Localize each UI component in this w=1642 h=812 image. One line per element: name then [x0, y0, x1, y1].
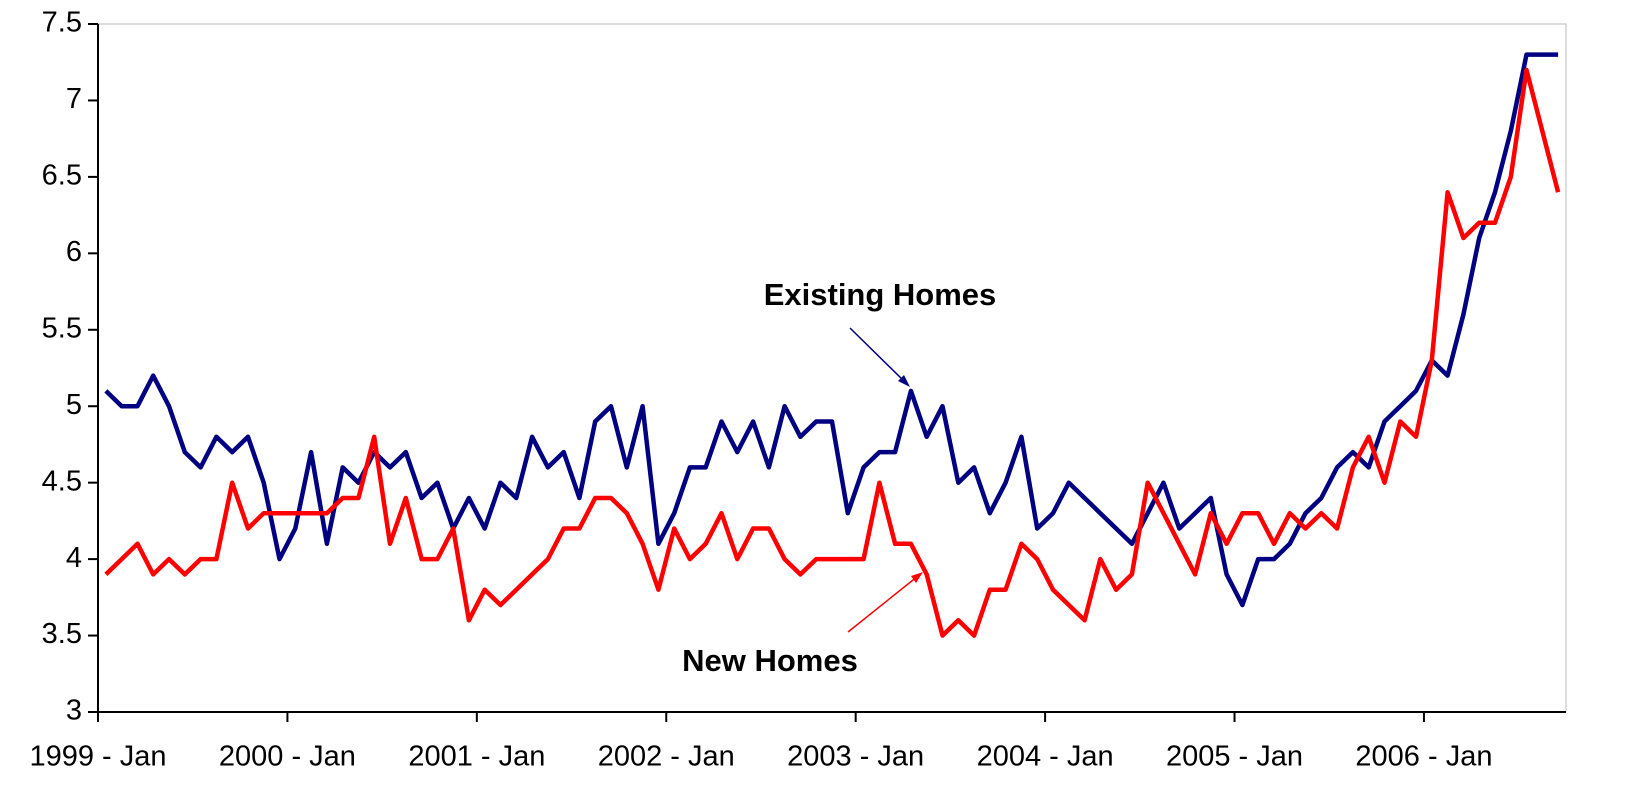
y-tick-label: 6: [66, 236, 82, 268]
annotation-arrowhead: [911, 572, 923, 583]
annotation-arrow: [849, 327, 907, 384]
plot-frame: [97, 23, 1567, 713]
x-tick-label: 2002 - Jan: [598, 741, 735, 773]
y-tick-label: 4.5: [42, 465, 82, 497]
annotation: Existing Homes: [764, 277, 997, 312]
annotation: New Homes: [682, 643, 858, 678]
y-tick-label: 3: [66, 695, 82, 727]
y-tick-label: 4: [66, 542, 82, 574]
x-tick-label: 2000 - Jan: [219, 741, 356, 773]
y-tick-label: 3.5: [42, 618, 82, 650]
x-tick-label: 1999 - Jan: [29, 741, 166, 773]
y-tick-label: 5: [66, 389, 82, 421]
series-line: [104, 67, 1561, 638]
x-tick-label: 2005 - Jan: [1166, 741, 1303, 773]
x-tick-label: 2001 - Jan: [408, 741, 545, 773]
y-tick-label: 5.5: [42, 312, 82, 344]
series-line: [104, 52, 1559, 608]
annotation-arrowhead: [898, 375, 910, 387]
y-tick-label: 7: [66, 83, 82, 115]
y-tick-label: 6.5: [42, 160, 82, 192]
x-tick-label: 2006 - Jan: [1355, 741, 1492, 773]
annotation-arrow: [847, 575, 919, 633]
y-tick-label: 7.5: [42, 7, 82, 39]
x-tick-label: 2003 - Jan: [787, 741, 924, 773]
x-tick-label: 2004 - Jan: [977, 741, 1114, 773]
